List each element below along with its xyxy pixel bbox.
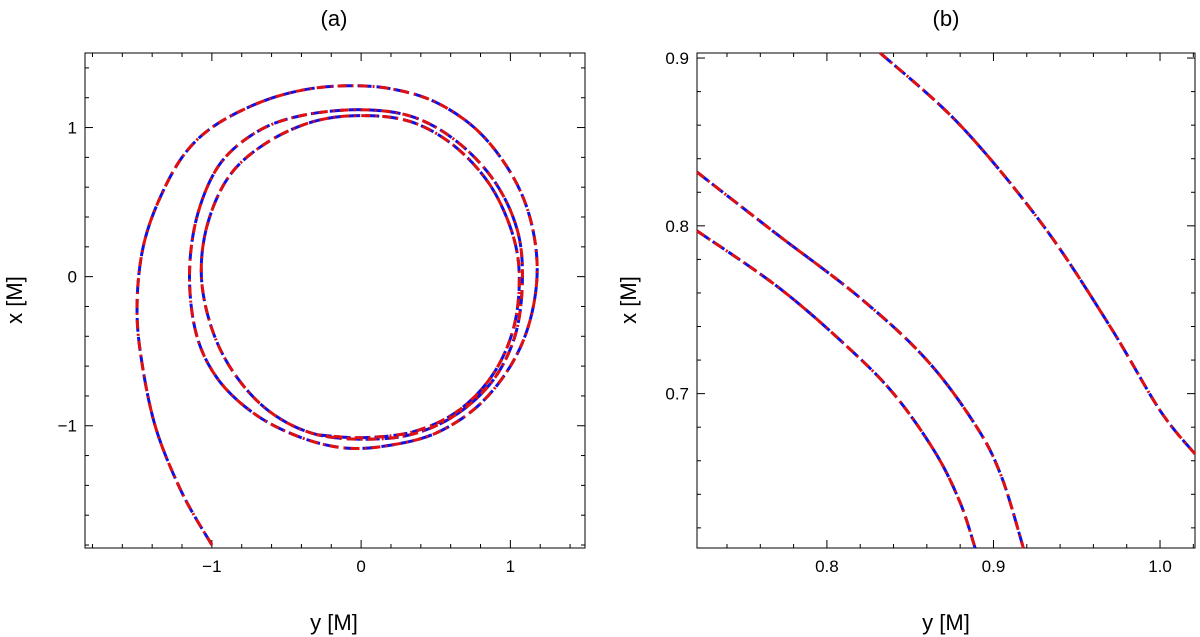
panel-b-ticks — [697, 53, 1195, 548]
panel-a-xtick-label: 1 — [506, 557, 515, 576]
red-dash-dot-curve — [135, 84, 539, 546]
panel-b-frame — [696, 52, 1196, 549]
panel-a-ticks — [85, 53, 585, 548]
panel-b-ytick-label: 0.9 — [665, 49, 689, 68]
panel-a-x-axis-label: y [M] — [310, 610, 358, 635]
blue-dashed-curve — [696, 170, 1025, 549]
blue-dashed-curve — [879, 51, 1197, 455]
panel-b-xtick-label: 0.9 — [982, 557, 1006, 576]
panel-b-title: (b) — [933, 6, 960, 31]
panel-a-title: (a) — [321, 6, 348, 31]
panel-a-frame — [84, 52, 586, 549]
panel-a-xtick-label: 0 — [356, 557, 365, 576]
red-dash-dot-curve — [879, 51, 1197, 455]
red-dash-dot-curve — [696, 229, 977, 549]
panel-a-ytick-label: 1 — [68, 119, 77, 138]
panel-b-xtick-label: 0.8 — [815, 557, 839, 576]
red-dash-dot-curve — [696, 170, 1025, 549]
panel-a-curves — [135, 84, 539, 546]
panel-a-ytick-label: 0 — [68, 268, 77, 287]
blue-dashed-curve — [135, 84, 539, 546]
panel-b-x-axis-label: y [M] — [922, 610, 970, 635]
panel-b-y-axis-label: x [M] — [616, 276, 641, 324]
panel-a-xtick-label: −1 — [202, 557, 221, 576]
panel-b: (b) 0.8 0.9 1.0 0.7 0.8 0.9 y [M] x [M] — [616, 6, 1197, 635]
panel-a-ytick-label: −1 — [58, 417, 77, 436]
panel-b-xtick-label: 1.0 — [1148, 557, 1172, 576]
panel-a-y-axis-label: x [M] — [2, 276, 27, 324]
panel-b-ytick-label: 0.7 — [665, 385, 689, 404]
panel-b-ytick-label: 0.8 — [665, 217, 689, 236]
panel-b-curves — [696, 51, 1197, 549]
panel-a: (a) −1 0 1 −1 0 1 y [M] x [M] — [2, 6, 586, 635]
